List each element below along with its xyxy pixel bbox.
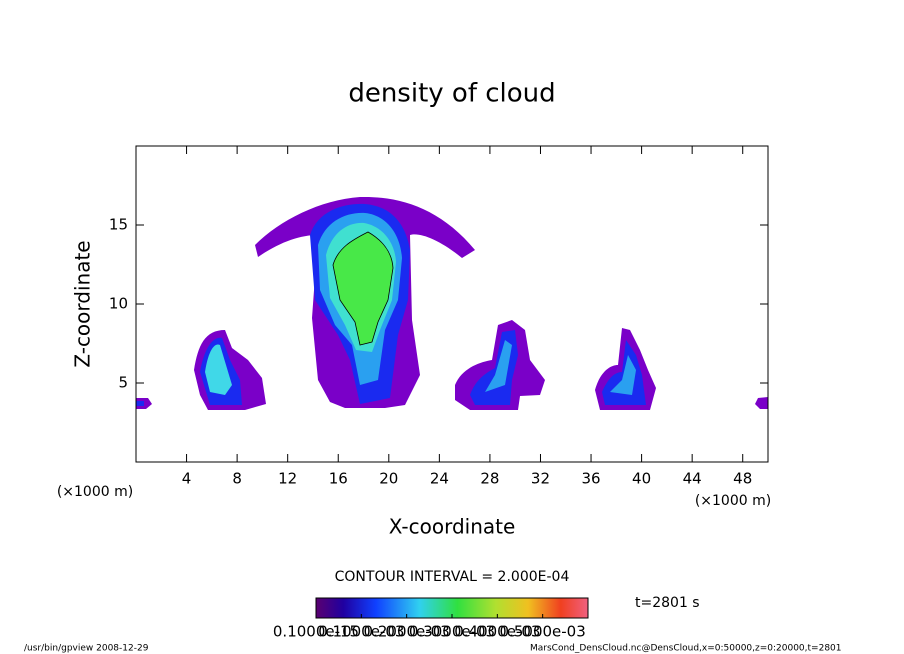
colorbar-label: 0.2000e-03: [364, 623, 450, 641]
chart-title: density of cloud: [348, 79, 555, 109]
x-unit: (×1000 m): [695, 493, 771, 509]
x-tick-label: 4: [182, 470, 192, 488]
contour-interval: CONTOUR INTERVAL = 2.000E-04: [335, 569, 570, 585]
y-tick-label: 5: [118, 374, 128, 392]
time-label: t=2801 s: [635, 595, 700, 611]
colorbar-label: 0.4000e-03: [454, 623, 540, 641]
colorbar-label: 0.1000e-03: [318, 623, 404, 641]
x-axis-label: X-coordinate: [389, 515, 516, 539]
x-tick-label: 44: [683, 470, 702, 488]
footer-left: /usr/bin/gpview 2008-12-29: [24, 644, 149, 654]
x-tick-label: 12: [278, 470, 297, 488]
x-tick-label: 20: [379, 470, 398, 488]
contour-fill: [136, 196, 768, 410]
x-tick-label: 36: [581, 470, 600, 488]
x-tick-label: 48: [733, 470, 752, 488]
x-tick-label: 24: [430, 470, 449, 488]
x-tick-label: 40: [632, 470, 651, 488]
y-axis-label: Z-coordinate: [71, 240, 95, 367]
colorbar-label: 0.1000e-15: [273, 623, 359, 641]
x-tick-label: 28: [480, 470, 499, 488]
y-tick-label: 15: [109, 216, 128, 234]
footer-right: MarsCond_DensCloud.nc@DensCloud,x=0:5000…: [530, 644, 842, 654]
x-unit: (×1000 m): [57, 484, 133, 500]
colorbar-label: 0.5000e-03: [500, 623, 586, 641]
x-tick-label: 8: [232, 470, 242, 488]
x-tick-label: 16: [329, 470, 348, 488]
colorbar-label: 0.3000e-03: [409, 623, 495, 641]
y-tick-label: 10: [109, 295, 128, 313]
plot-frame: [135, 145, 769, 463]
x-tick-label: 32: [531, 470, 550, 488]
